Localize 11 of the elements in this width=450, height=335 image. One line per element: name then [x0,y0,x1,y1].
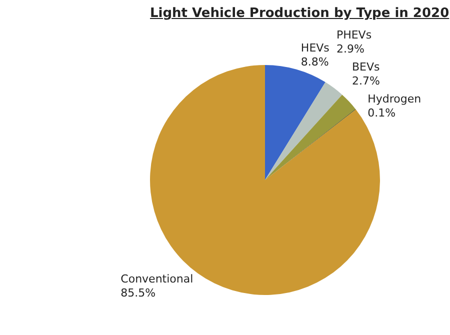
slice-label: Conventional [120,272,194,286]
slice-label: HEVs [300,41,330,54]
slice-label: Hydrogen [368,92,422,106]
data-label: 8.8% [300,55,329,68]
data-label: 85.5% [120,286,156,300]
data-label: 2.7% [352,74,380,88]
data-label: 2.9% [336,42,364,56]
chart-title: Light Vehicle Production by Type in 2020 [150,6,450,21]
slice-label: PHEVs [336,28,372,42]
data-label: 0.1% [368,106,396,120]
slice-label: BEVs [352,60,380,74]
